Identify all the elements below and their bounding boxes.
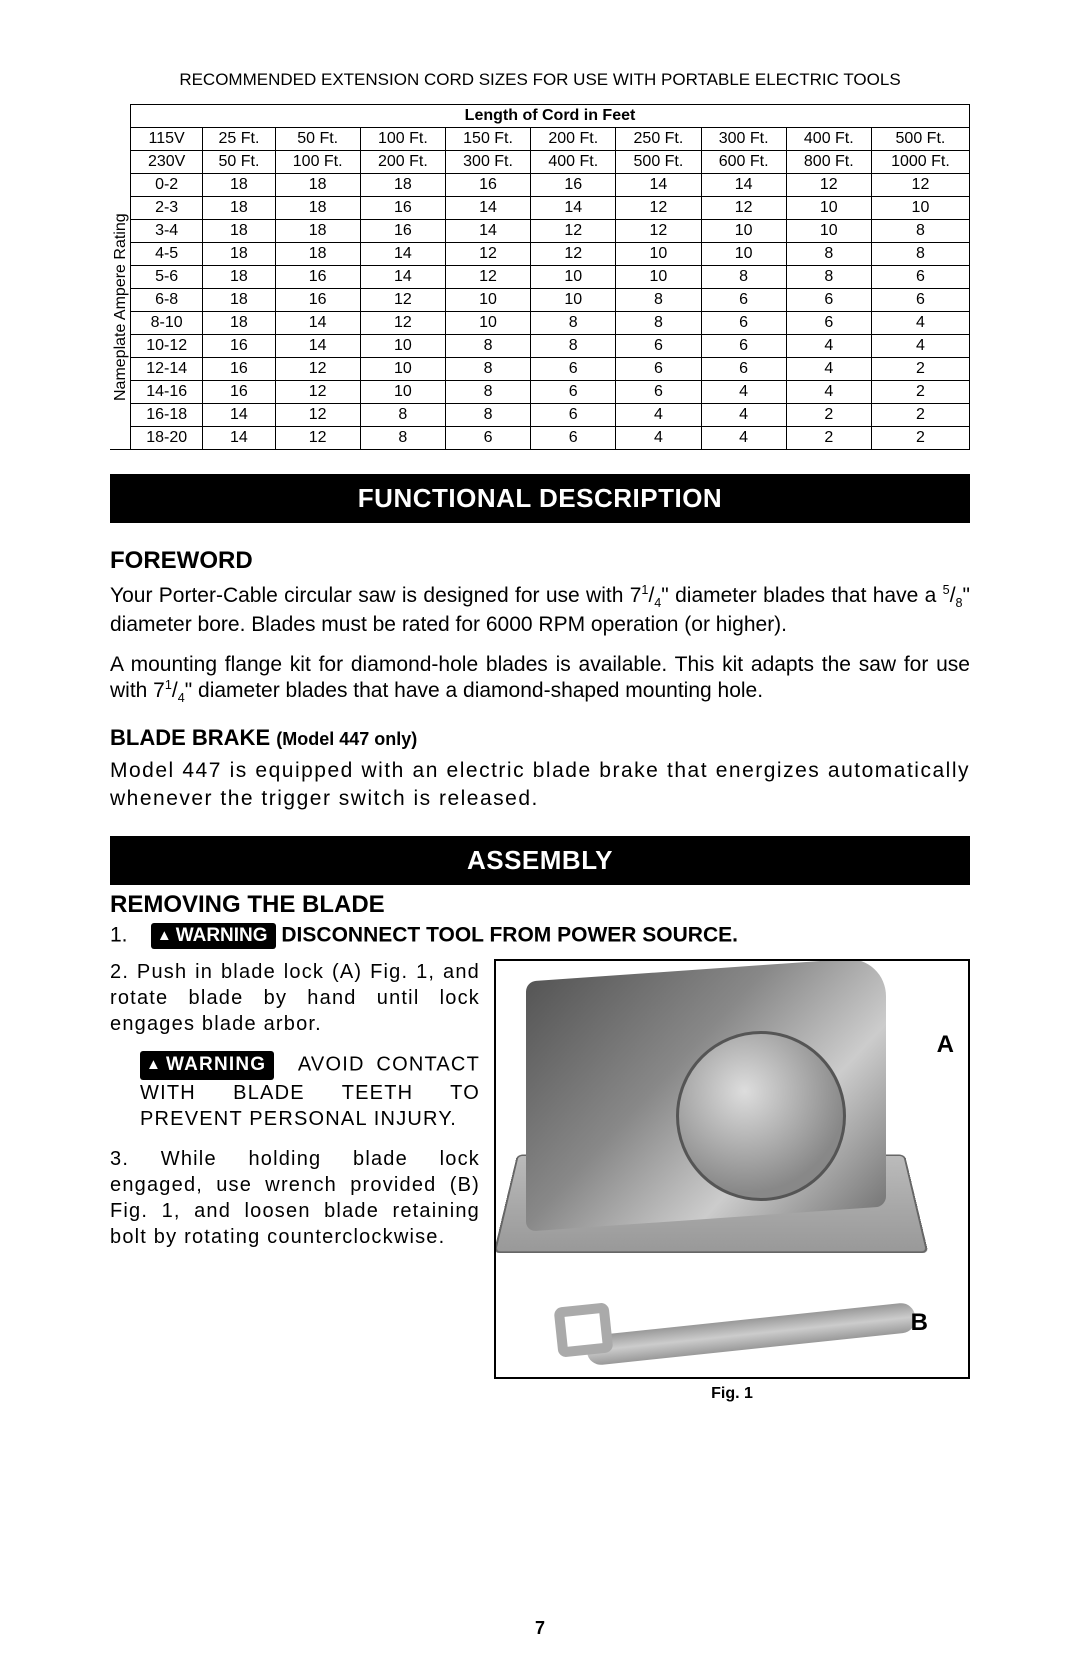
warning-triangle-icon: ▲ — [146, 1055, 162, 1075]
amp-range: 12-14 — [131, 358, 203, 381]
label-230v: 230V — [131, 151, 203, 174]
table-row: 5-6181614121010886 — [131, 266, 970, 289]
amp-range: 4-5 — [131, 243, 203, 266]
amp-range: 5-6 — [131, 266, 203, 289]
warning-triangle-icon: ▲ — [157, 927, 172, 944]
foreword-para-1: Your Porter-Cable circular saw is design… — [110, 583, 970, 638]
warning-badge-2: ▲WARNING — [140, 1051, 274, 1080]
cord-table-wrap: Nameplate Ampere Rating Length of Cord i… — [110, 104, 970, 450]
cord-size-table: Length of Cord in Feet 115V 25 Ft. 50 Ft… — [130, 104, 970, 450]
table-row: 18-2014128664422 — [131, 427, 970, 450]
figure-1-caption: Fig. 1 — [494, 1385, 970, 1403]
table-row: 12-14161210866642 — [131, 358, 970, 381]
blade-guard-illustration — [676, 1031, 846, 1201]
section-assembly: ASSEMBLY — [110, 836, 970, 885]
callout-b: B — [911, 1309, 928, 1337]
step-3: 3. While holding blade lock engaged, use… — [110, 1146, 480, 1250]
label-115v: 115V — [131, 128, 203, 151]
figure-1-box: A B — [494, 959, 970, 1379]
table-row: 16-1814128864422 — [131, 404, 970, 427]
blade-brake-para: Model 447 is equipped with an electric b… — [110, 757, 970, 812]
amp-range: 0-2 — [131, 174, 203, 197]
wrench-head-illustration — [554, 1302, 614, 1357]
table-row: 14-16161210866442 — [131, 381, 970, 404]
row-230v: 230V 50 Ft. 100 Ft. 200 Ft. 300 Ft. 400 … — [131, 151, 970, 174]
figure-col: A B Fig. 1 — [494, 959, 970, 1403]
amp-range: 8-10 — [131, 312, 203, 335]
amp-range: 6-8 — [131, 289, 203, 312]
table-row: 0-2181818161614141212 — [131, 174, 970, 197]
amp-range: 3-4 — [131, 220, 203, 243]
warning-badge: ▲WARNING — [151, 923, 276, 949]
row-115v: 115V 25 Ft. 50 Ft. 100 Ft. 150 Ft. 200 F… — [131, 128, 970, 151]
blade-brake-heading: BLADE BRAKE (Model 447 only) — [110, 725, 970, 751]
warning-block: ▲WARNING AVOID CONTACT WITH BLADE TEETH … — [140, 1051, 480, 1132]
amp-range: 16-18 — [131, 404, 203, 427]
foreword-para-2: A mounting flange kit for diamond-hole b… — [110, 652, 970, 707]
table-row: 6-818161210108666 — [131, 289, 970, 312]
amp-range: 14-16 — [131, 381, 203, 404]
table-row: 4-51818141212101088 — [131, 243, 970, 266]
page-number: 7 — [0, 1618, 1080, 1639]
table-row: 2-3181816141412121010 — [131, 197, 970, 220]
callout-a: A — [937, 1031, 954, 1059]
assembly-columns: 2. Push in blade lock (A) Fig. 1, and ro… — [110, 959, 970, 1403]
table-title: RECOMMENDED EXTENSION CORD SIZES FOR USE… — [110, 70, 970, 90]
removing-blade-heading: REMOVING THE BLADE — [110, 891, 970, 919]
step-2: 2. Push in blade lock (A) Fig. 1, and ro… — [110, 959, 480, 1037]
foreword-heading: FOREWORD — [110, 547, 970, 575]
ampere-rating-label: Nameplate Ampere Rating — [110, 166, 130, 450]
step-1: 1. ▲WARNING DISCONNECT TOOL FROM POWER S… — [110, 923, 970, 949]
amp-range: 18-20 — [131, 427, 203, 450]
section-functional-description: FUNCTIONAL DESCRIPTION — [110, 474, 970, 523]
table-header-span: Length of Cord in Feet — [131, 105, 970, 128]
amp-range: 2-3 — [131, 197, 203, 220]
wrench-illustration — [585, 1302, 916, 1366]
amp-range: 10-12 — [131, 335, 203, 358]
table-row: 10-12161410886644 — [131, 335, 970, 358]
table-row: 3-418181614121210108 — [131, 220, 970, 243]
manual-page: RECOMMENDED EXTENSION CORD SIZES FOR USE… — [0, 0, 1080, 1669]
table-row: 8-101814121088664 — [131, 312, 970, 335]
assembly-text-col: 2. Push in blade lock (A) Fig. 1, and ro… — [110, 959, 480, 1403]
